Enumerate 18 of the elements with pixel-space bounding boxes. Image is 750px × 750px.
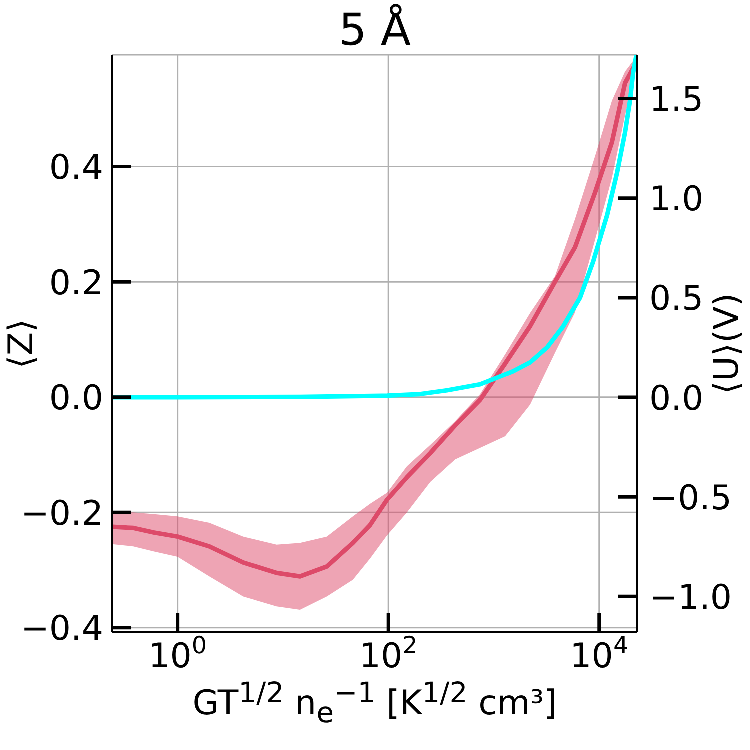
y2-tick-label: 1.5 — [650, 80, 704, 120]
y-tick-label: −0.2 — [20, 494, 104, 534]
y-tick-label: 0.0 — [49, 378, 104, 419]
y2-axis-title: ⟨U⟩(V) — [707, 293, 748, 394]
x-axis-title: GT$^{1/2}$ n$_{e}$$^{−1}$ [K$^{1/2}$ cm³] — [192, 676, 558, 730]
x-tick-label: 10$^{4}$ — [570, 632, 629, 676]
y2-tick-label: 0.5 — [650, 279, 704, 320]
y2-tick-label: −0.5 — [650, 478, 732, 518]
y2-tick-label: 1.0 — [650, 180, 704, 220]
y2-tick-label: 0.0 — [650, 378, 704, 419]
y-tick-label: 0.4 — [49, 148, 104, 188]
y-tick-label: −0.4 — [20, 609, 104, 650]
y-axis-title: ⟨Z⟩ — [1, 318, 42, 369]
chart-title: 5 Å — [338, 5, 412, 56]
x-tick-label: 10$^{2}$ — [359, 632, 418, 676]
y-tick-label: 0.2 — [49, 263, 104, 304]
x-tick-label: 10$^{0}$ — [148, 632, 208, 676]
y2-tick-label: −1.0 — [650, 578, 732, 618]
